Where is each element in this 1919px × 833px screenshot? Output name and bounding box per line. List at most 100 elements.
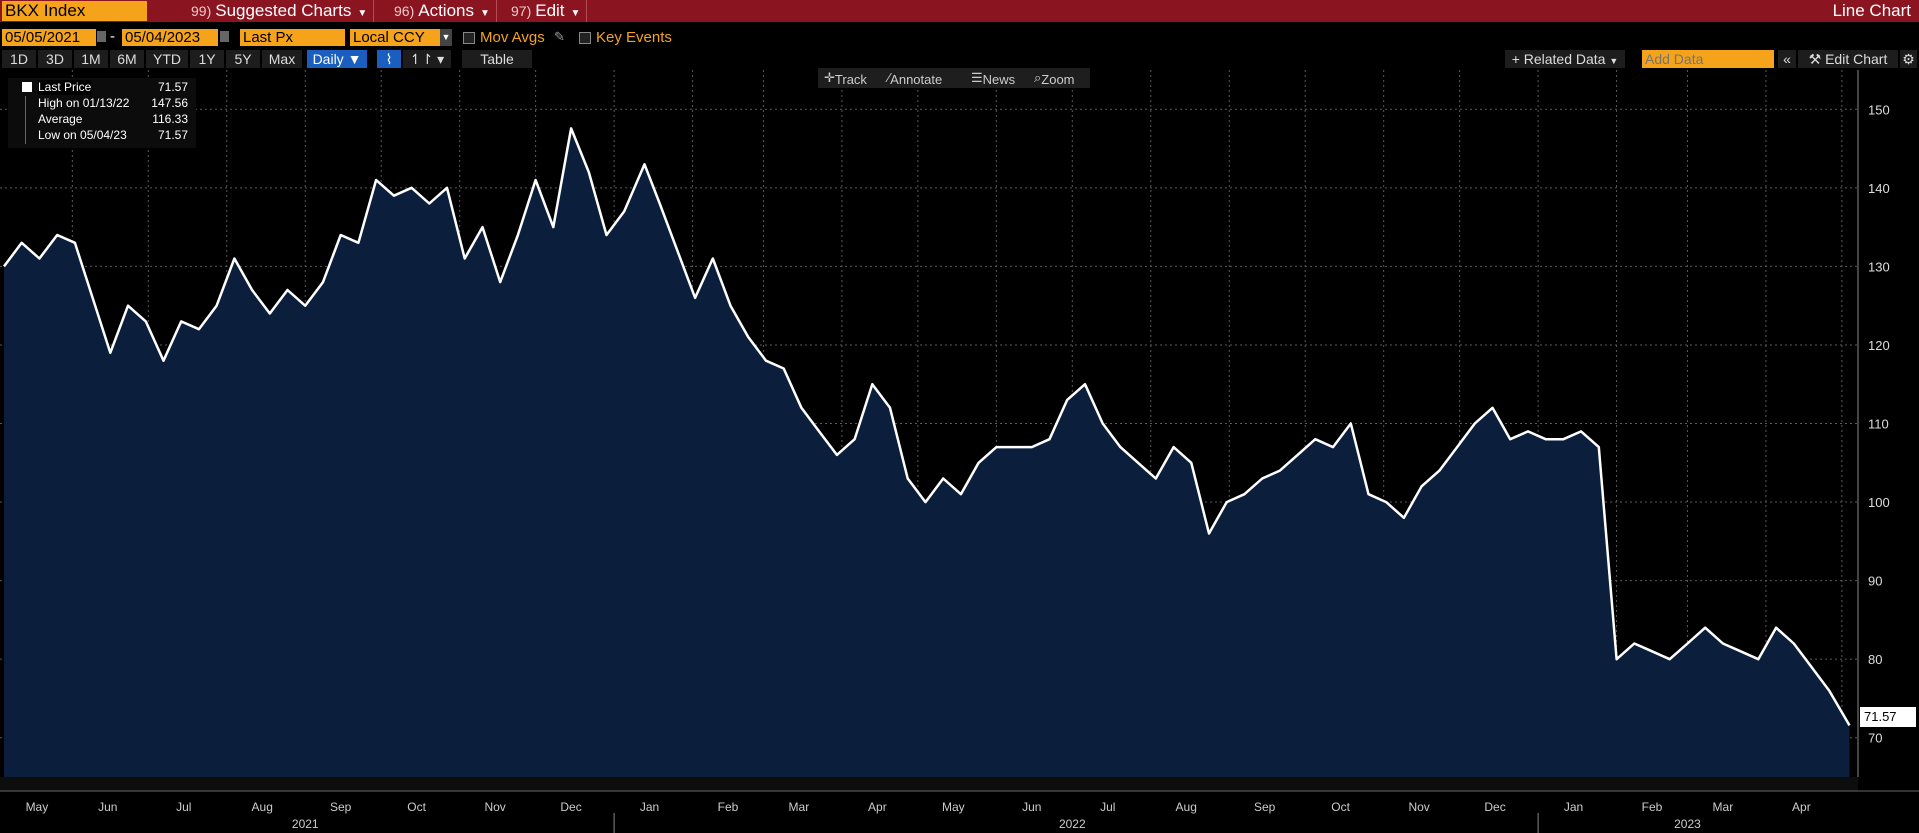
x-tick-label: Nov xyxy=(484,800,505,814)
zoom-tool[interactable]: ⌕ Zoom xyxy=(1034,70,1075,87)
x-tick-label: May xyxy=(942,800,965,814)
chevron-down-icon: ▼ xyxy=(570,8,581,19)
x-tick-label: Jun xyxy=(98,800,117,814)
ticker-field[interactable]: BKX Index xyxy=(2,1,147,21)
actions-menu[interactable]: 96) Actions ▼ xyxy=(388,0,497,22)
chart-kind-label: Line Chart xyxy=(1832,1,1911,20)
x-tick-label: Jun xyxy=(1022,800,1041,814)
y-tick-label: 140 xyxy=(1868,181,1890,196)
range-5y-button[interactable]: 5Y xyxy=(226,50,260,68)
key-events-checkbox[interactable] xyxy=(579,32,591,44)
y-tick-label: 150 xyxy=(1868,102,1890,117)
range-1y-button[interactable]: 1Y xyxy=(190,50,224,68)
legend-panel: Last Price 71.57 High on 01/13/22 147.56… xyxy=(8,78,196,148)
menu-label: Actions xyxy=(418,1,474,20)
x-tick-label: Sep xyxy=(330,800,352,814)
key-events-label[interactable]: Key Events xyxy=(596,29,672,46)
range-toolbar: 1D 3D 1M 6M YTD 1Y 5Y Max Daily ▼ ⌇ ↿↾ ▾… xyxy=(0,49,1919,69)
y-tick-label: 90 xyxy=(1868,574,1882,589)
x-tick-label: Feb xyxy=(1642,800,1663,814)
legend-high-value: 147.56 xyxy=(151,96,188,110)
news-label: News xyxy=(982,72,1016,87)
settings-icon[interactable]: ⚙ xyxy=(1900,50,1917,68)
frequency-select[interactable]: Daily ▼ xyxy=(307,50,367,68)
related-data-button[interactable]: + Related Data ▼ xyxy=(1505,50,1625,68)
suggested-charts-menu[interactable]: 99) Suggested Charts ▼ xyxy=(185,0,375,22)
y-tick-label: 120 xyxy=(1868,338,1890,353)
legend-low-label: Low on 05/04/23 xyxy=(38,128,127,142)
last-value-tag: 71.57 xyxy=(1860,707,1916,727)
news-tool[interactable]: ☰ News xyxy=(971,70,1016,87)
track-tool[interactable]: ✛ Track xyxy=(824,70,867,87)
chart-tools-bar: ✛ Track ⁄ Annotate ☰ News ⌕ Zoom xyxy=(818,68,1090,88)
end-date-input[interactable]: 05/04/2023 xyxy=(122,29,218,46)
legend-avg-label: Average xyxy=(38,112,83,126)
pencil-icon[interactable]: ✎ xyxy=(554,29,565,44)
add-data-input[interactable] xyxy=(1642,50,1774,68)
chevron-down-icon: ▼ xyxy=(347,51,362,67)
bar-style-icon[interactable]: ↿↾ ▾ xyxy=(403,50,451,68)
range-3d-button[interactable]: 3D xyxy=(38,50,72,68)
range-1d-button[interactable]: 1D xyxy=(2,50,36,68)
x-tick-label: Oct xyxy=(407,800,426,814)
chevron-down-icon: ▼ xyxy=(357,8,368,19)
x-tick-label: Dec xyxy=(560,800,581,814)
range-ytd-button[interactable]: YTD xyxy=(146,50,188,68)
annotate-label: Annotate xyxy=(890,72,943,87)
start-date-input[interactable]: 05/05/2021 xyxy=(2,29,96,46)
x-tick-label: Aug xyxy=(252,800,273,814)
menu-label: Edit xyxy=(535,1,565,20)
controls-row: 05/05/2021 - 05/04/2023 Last Px Local CC… xyxy=(0,28,1919,48)
annotate-tool[interactable]: ⁄ Annotate xyxy=(888,70,943,87)
range-6m-button[interactable]: 6M xyxy=(110,50,144,68)
y-tick-label: 100 xyxy=(1868,495,1890,510)
x-tick-label: Jan xyxy=(1564,800,1583,814)
date-separator: - xyxy=(110,28,115,45)
legend-connector xyxy=(25,96,26,144)
x-tick-label: Feb xyxy=(718,800,739,814)
y-tick-label: 130 xyxy=(1868,259,1890,274)
legend-last-value: 71.57 xyxy=(157,80,188,94)
y-tick-label: 110 xyxy=(1868,417,1889,432)
edit-menu[interactable]: 97) Edit ▼ xyxy=(505,0,588,22)
x-tick-label: Oct xyxy=(1331,800,1350,814)
year-label: 2022 xyxy=(1059,817,1086,831)
calendar-icon[interactable] xyxy=(220,31,229,42)
x-tick-label: Mar xyxy=(1713,800,1734,814)
calendar-icon[interactable] xyxy=(97,31,106,42)
collapse-icon[interactable]: « xyxy=(1778,50,1796,68)
edit-chart-label: Edit Chart xyxy=(1825,51,1888,67)
mov-avgs-label[interactable]: Mov Avgs xyxy=(480,29,545,46)
menu-number: 96) xyxy=(394,3,415,19)
edit-chart-button[interactable]: ⚒ Edit Chart xyxy=(1798,50,1898,68)
x-tick-label: Apr xyxy=(1792,800,1811,814)
year-label: 2023 xyxy=(1674,817,1701,831)
volume-strip xyxy=(0,777,1858,791)
legend-avg-value: 116.33 xyxy=(152,112,188,126)
mov-avgs-checkbox[interactable] xyxy=(463,32,475,44)
y-tick-label: 80 xyxy=(1868,652,1882,667)
menu-number: 99) xyxy=(191,3,212,19)
range-max-button[interactable]: Max xyxy=(262,50,302,68)
menu-number: 97) xyxy=(511,3,532,19)
field-select[interactable]: Last Px xyxy=(240,29,345,46)
year-label: 2021 xyxy=(292,817,319,831)
line-chart-icon[interactable]: ⌇ xyxy=(377,50,401,68)
last-price-swatch[interactable] xyxy=(22,82,32,92)
zoom-label: Zoom xyxy=(1041,72,1075,87)
chevron-down-icon[interactable]: ▼ xyxy=(440,29,452,46)
menu-label: Suggested Charts xyxy=(215,1,352,20)
x-tick-label: Jan xyxy=(640,800,659,814)
header-bar: BKX Index 99) Suggested Charts ▼ 96) Action… xyxy=(0,0,1919,22)
range-1m-button[interactable]: 1M xyxy=(74,50,108,68)
table-button[interactable]: Table xyxy=(462,50,532,68)
x-tick-label: Jul xyxy=(176,800,191,814)
y-tick-label: 70 xyxy=(1868,731,1882,746)
x-tick-label: Nov xyxy=(1408,800,1429,814)
chevron-down-icon: ▼ xyxy=(479,8,490,19)
legend-high-label: High on 01/13/22 xyxy=(38,96,130,110)
currency-select[interactable]: Local CCY xyxy=(350,29,440,46)
price-area xyxy=(4,128,1850,777)
x-tick-label: Apr xyxy=(868,800,887,814)
